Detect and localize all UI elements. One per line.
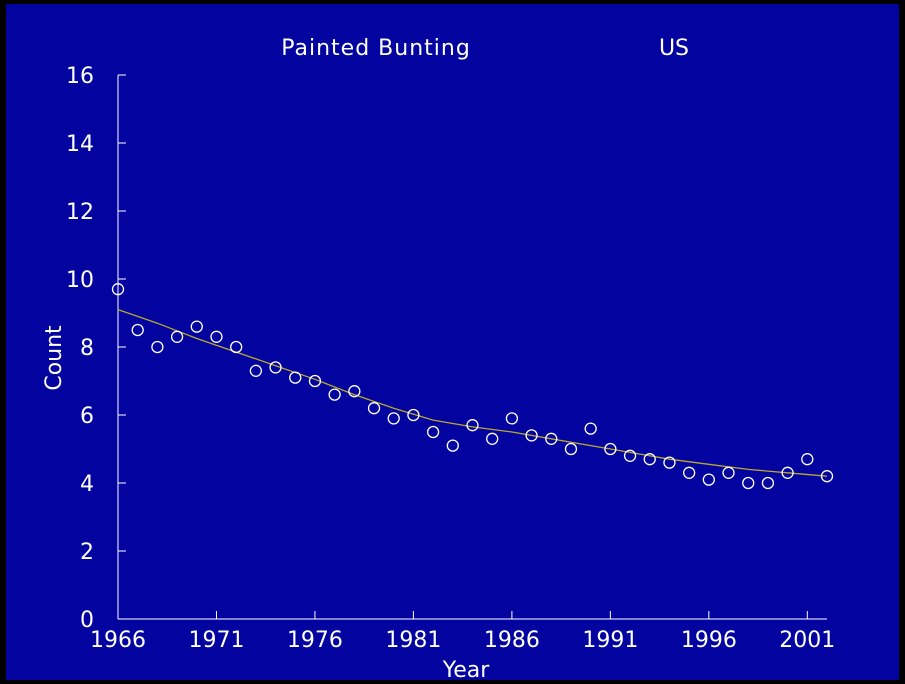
data-point	[111, 283, 125, 296]
data-point	[623, 449, 637, 462]
data-point	[525, 429, 538, 442]
y-tick-label: 6	[80, 404, 94, 429]
x-tick-label: 1976	[287, 628, 343, 653]
data-point	[466, 419, 479, 432]
data-point	[170, 330, 184, 343]
data-point	[190, 320, 203, 333]
trend-line-group	[117, 308, 828, 477]
data-point	[702, 473, 715, 486]
x-tick-label: 1986	[484, 628, 540, 653]
data-point	[407, 408, 420, 422]
data-point	[210, 330, 223, 343]
axes	[117, 75, 827, 620]
data-point	[742, 476, 755, 490]
y-tick-label: 12	[66, 200, 94, 225]
data-point	[663, 456, 676, 469]
data-point	[604, 442, 617, 456]
data-point	[308, 374, 322, 388]
data-point	[682, 466, 696, 479]
data-point	[722, 466, 735, 479]
data-point	[230, 340, 243, 354]
x-tick-label: 1996	[681, 628, 737, 653]
chart-subtitle: US	[659, 36, 689, 61]
y-axis-label: Count	[42, 325, 67, 391]
data-point	[249, 364, 263, 377]
data-point	[269, 361, 282, 374]
x-axis-label: Year	[442, 658, 491, 680]
trend-line	[117, 308, 828, 477]
y-tick-label: 8	[80, 336, 94, 361]
data-point	[328, 388, 341, 401]
data-point	[505, 412, 519, 425]
data-points	[111, 283, 834, 490]
data-point	[446, 439, 459, 452]
ticks: 0 2 4 6 8 10 12 14 16 1966 1971 1976 1981 1986 1991 199…	[66, 64, 835, 653]
x-tick-label: 2001	[779, 628, 835, 653]
x-tick-label: 1981	[385, 628, 441, 653]
data-point	[289, 371, 302, 384]
x-tick-label: 1991	[582, 628, 638, 653]
data-point	[367, 402, 381, 415]
data-point	[131, 323, 144, 337]
data-point	[151, 340, 164, 354]
y-tick-label: 16	[66, 64, 94, 89]
y-tick-label: 2	[80, 540, 94, 565]
chart: Painted Bunting US Year Count 0 2 4 6 8 10 12 1…	[42, 36, 835, 680]
y-tick-label: 0	[80, 608, 94, 633]
data-point	[348, 385, 361, 398]
data-point	[820, 470, 834, 483]
data-point	[387, 412, 400, 425]
data-point	[584, 422, 597, 435]
y-tick-label: 4	[80, 472, 94, 497]
y-tick-label: 14	[66, 132, 94, 157]
x-tick-label: 1966	[90, 628, 146, 653]
x-tick-label: 1971	[188, 628, 244, 653]
data-point	[486, 432, 499, 445]
data-point	[643, 453, 656, 466]
data-point	[761, 476, 775, 490]
chart-frame: Painted Bunting US Year Count 0 2 4 6 8 10 12 1…	[6, 4, 899, 680]
y-tick-label: 10	[66, 268, 94, 293]
data-point	[545, 432, 558, 445]
data-point	[564, 442, 578, 456]
data-point	[426, 425, 440, 439]
data-point	[801, 453, 814, 466]
chart-title: Painted Bunting	[281, 36, 471, 61]
data-point	[781, 466, 794, 479]
